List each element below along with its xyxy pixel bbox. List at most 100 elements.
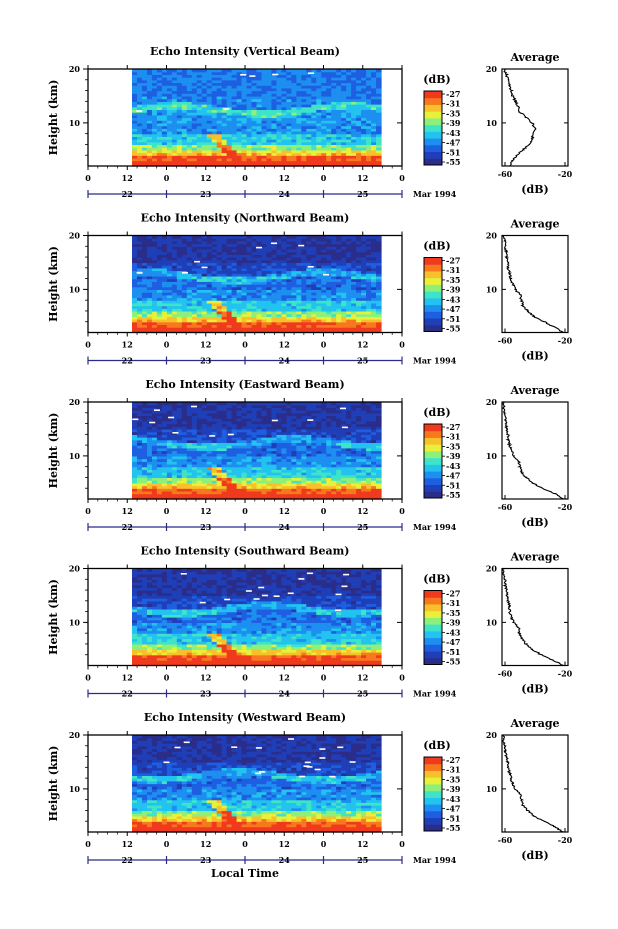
heatmap-cell — [281, 463, 287, 468]
heatmap-cell — [316, 141, 322, 146]
heatmap-cell — [136, 240, 143, 245]
heatmap-cell — [276, 87, 282, 92]
heatmap-cell — [266, 273, 273, 277]
heatmap-cell — [276, 93, 282, 97]
heatmap-cell — [161, 490, 168, 495]
heatmap-cell — [281, 265, 287, 269]
heatmap-cell — [216, 442, 223, 446]
heatmap-cell — [291, 120, 297, 124]
heatmap-cell — [311, 128, 317, 132]
heatmap-cell — [256, 292, 263, 296]
heatmap-cell — [341, 98, 347, 102]
heatmap-cell — [181, 455, 188, 460]
heatmap-cell — [136, 275, 143, 280]
heatmap-cell — [231, 482, 238, 487]
heatmap-cell — [211, 329, 218, 334]
heatmap-cell — [181, 442, 188, 446]
heatmap-cell — [171, 496, 178, 500]
heatmap-cell — [161, 445, 168, 449]
heatmap-cell — [371, 275, 377, 280]
heatmap-cell — [336, 122, 342, 127]
heatmap-cell — [271, 496, 278, 500]
heatmap-cell — [196, 136, 203, 140]
heatmap-cell — [326, 270, 332, 274]
heatmap-cell — [211, 292, 218, 296]
heatmap-cell — [141, 104, 148, 108]
heatmap-cell — [371, 281, 377, 285]
heatmap-cell — [226, 141, 233, 146]
heatmap-cell — [146, 122, 153, 127]
heatmap-cell — [166, 284, 173, 288]
heatmap-cell — [176, 316, 183, 320]
heatmap-cell — [176, 445, 183, 449]
heatmap-cell — [166, 98, 173, 102]
heatmap-cell — [346, 450, 352, 454]
heatmap-cell — [132, 114, 138, 119]
heatmap-cell — [186, 141, 193, 146]
heatmap-cell — [281, 439, 287, 444]
heatmap-cell — [211, 316, 218, 320]
heatmap-cell — [241, 469, 248, 473]
heatmap-cell — [176, 243, 183, 247]
heatmap-cell — [176, 157, 183, 162]
heatmap-cell — [301, 139, 307, 143]
heatmap-cell — [361, 439, 367, 444]
heatmap-cell — [316, 482, 322, 487]
heatmap-cell — [371, 493, 377, 497]
heatmap-cell — [241, 297, 248, 301]
heatmap-cell — [271, 104, 278, 108]
heatmap-cell — [346, 238, 352, 242]
heatmap-cell — [301, 463, 307, 468]
heatmap-cell — [321, 120, 327, 124]
heatmap-cell — [196, 235, 203, 239]
heatmap-cell — [186, 300, 193, 304]
heatmap-cell — [361, 490, 367, 495]
heatmap-cell — [266, 294, 273, 299]
heatmap-cell — [256, 308, 263, 312]
heatmap-cell — [366, 275, 372, 280]
heatmap-cell — [221, 71, 228, 75]
heatmap-cell — [241, 147, 248, 151]
heatmap-cell — [211, 327, 218, 331]
heatmap-cell — [236, 238, 243, 242]
heatmap-cell — [341, 289, 347, 293]
heatmap-cell — [231, 321, 238, 326]
heatmap-cell — [336, 147, 342, 151]
heatmap-cell — [326, 147, 332, 151]
heatmap-cell — [196, 69, 203, 73]
heatmap-cell — [291, 490, 297, 495]
heatmap-cell — [291, 163, 297, 167]
heatmap-cell — [366, 445, 372, 449]
heatmap-cell — [146, 493, 153, 497]
heatmap-cell — [166, 281, 173, 285]
heatmap-cell — [276, 273, 282, 277]
heatmap-cell — [306, 300, 312, 304]
heatmap-cell — [301, 461, 307, 465]
heatmap-cell — [132, 308, 138, 312]
heatmap-cell — [201, 316, 208, 320]
heatmap-cell — [351, 270, 357, 274]
heatmap-cell — [201, 71, 208, 75]
heatmap-cell — [321, 442, 327, 446]
heatmap-cell — [261, 490, 268, 495]
heatmap-cell — [181, 69, 188, 73]
heatmap-cell — [271, 439, 278, 444]
heatmap-cell — [211, 442, 218, 446]
heatmap-cell — [236, 297, 243, 301]
heatmap-cell — [261, 122, 268, 127]
heatmap-cell — [256, 310, 263, 315]
heatmap-cell — [371, 240, 377, 245]
heatmap-cell — [291, 235, 297, 239]
heatmap-cell — [136, 447, 143, 452]
heatmap-cell — [341, 257, 347, 261]
heatmap-cell — [221, 472, 228, 476]
heatmap-cell — [241, 251, 248, 255]
heatmap-cell — [331, 82, 337, 86]
heatmap-cell — [351, 485, 357, 489]
heatmap-cell — [216, 149, 223, 154]
heatmap-cell — [196, 469, 203, 473]
heatmap-cell — [351, 235, 357, 239]
heatmap-cell — [146, 278, 153, 282]
heatmap-cell — [176, 257, 183, 261]
heatmap-cell — [251, 133, 258, 137]
